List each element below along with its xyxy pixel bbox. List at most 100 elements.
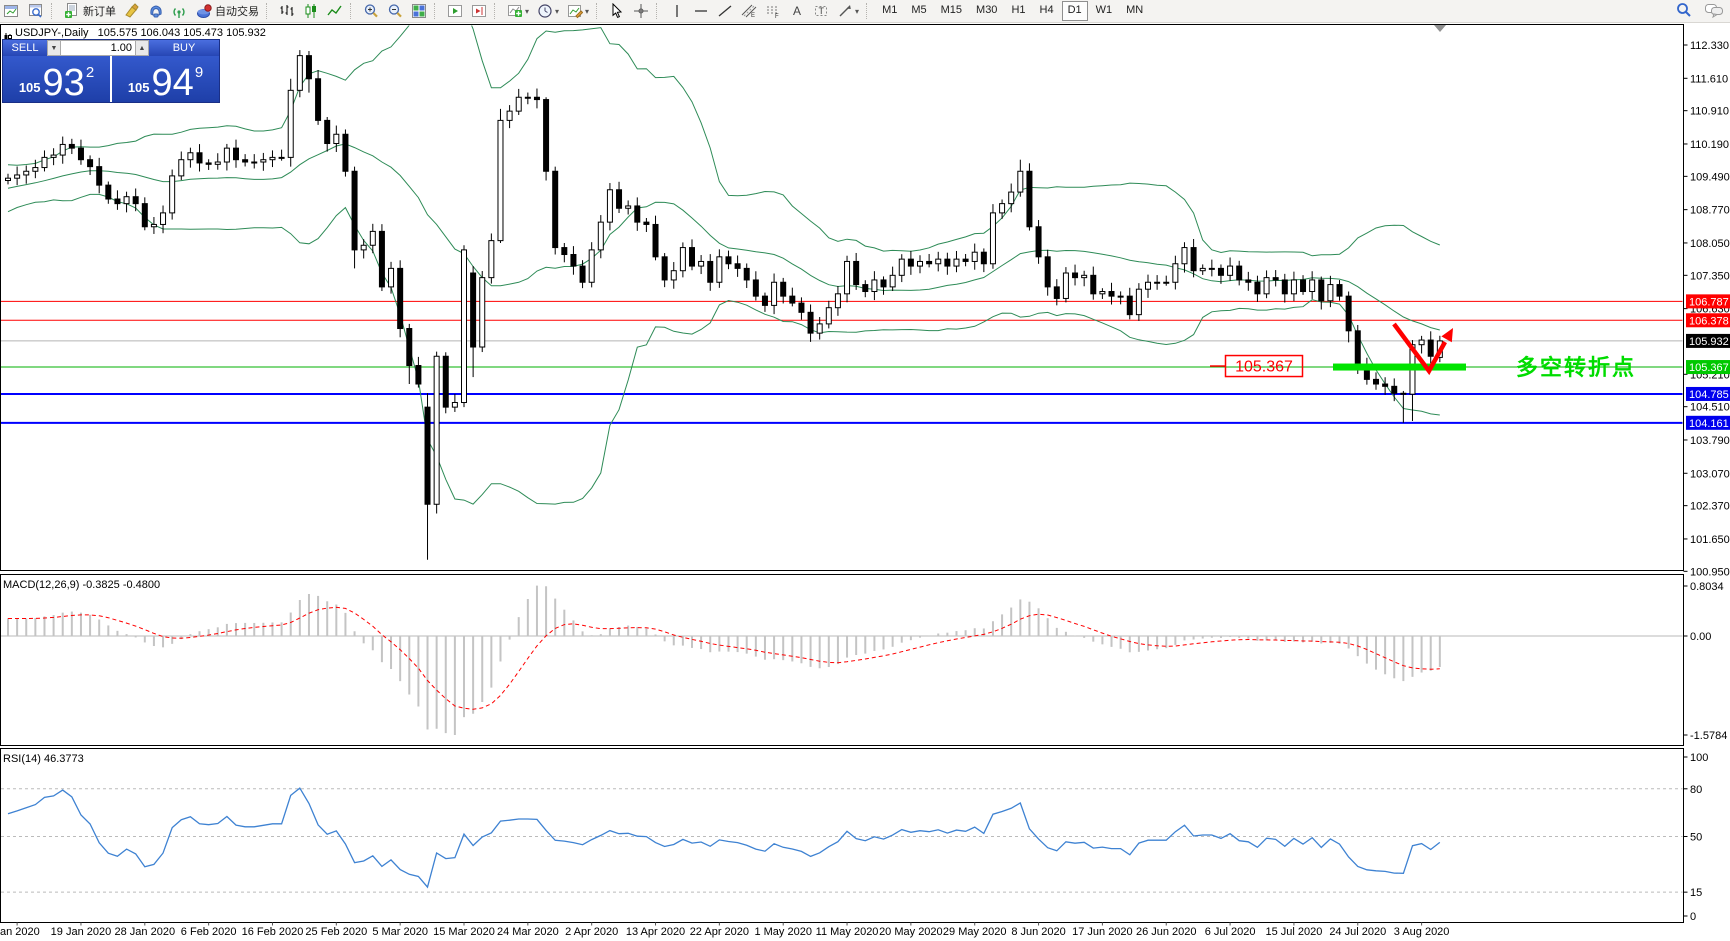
tab-timeframe-w1[interactable]: W1 <box>1095 4 1113 16</box>
bar-chart-button[interactable] <box>276 0 298 22</box>
candle-body <box>187 152 194 161</box>
toolbar-grip[interactable] <box>596 3 601 19</box>
volume-input[interactable] <box>61 40 135 56</box>
chart-ohlc-values: 105.575 106.043 105.473 105.932 <box>97 27 266 39</box>
price-tag-105.367[interactable] <box>1686 360 1730 375</box>
candle-body <box>360 244 367 251</box>
cursor-icon <box>609 3 625 19</box>
date-axis-label: 13 Apr 2020 <box>626 926 685 938</box>
search-button[interactable] <box>1676 2 1692 21</box>
rsi-axis-label: 100 <box>1690 752 1708 764</box>
auto-scroll-button[interactable] <box>444 0 466 22</box>
channel-button[interactable]: E <box>738 0 760 22</box>
volume-decrease-button[interactable]: ▼ <box>47 40 61 56</box>
price-tag-104.785[interactable] <box>1686 386 1730 401</box>
vertical-line-button[interactable] <box>666 0 688 22</box>
toolbar-grip[interactable] <box>350 3 355 19</box>
price-tag-106.378[interactable] <box>1686 313 1730 328</box>
candle-body <box>597 221 604 251</box>
toolbar-grip[interactable] <box>266 3 271 19</box>
toolbar-grip[interactable] <box>434 3 439 19</box>
tab-timeframe-m15[interactable]: M15 <box>940 4 963 16</box>
tile-windows-button[interactable] <box>408 0 430 22</box>
bollinger-lower-band <box>7 193 1440 505</box>
zoom-in-button[interactable] <box>360 0 382 22</box>
candle-body <box>643 221 650 225</box>
candle-body <box>907 258 914 267</box>
toolbar-grip[interactable] <box>866 3 871 19</box>
candle-body <box>935 258 942 265</box>
price-tag-105.932[interactable] <box>1686 333 1730 348</box>
candle-body <box>196 152 203 164</box>
toolbar-grip[interactable] <box>656 3 661 19</box>
candlestick-chart-button[interactable] <box>300 0 322 22</box>
text-label-button[interactable]: T <box>810 0 832 22</box>
candle-body <box>1072 272 1079 279</box>
buy-price-button[interactable]: 105 94 9 <box>112 56 219 102</box>
styler-button[interactable] <box>121 0 143 22</box>
support-zone-bar[interactable] <box>1333 363 1466 371</box>
reversal-arrow-head[interactable] <box>1441 328 1453 343</box>
candle-body <box>898 258 905 276</box>
tab-timeframe-h4[interactable]: H4 <box>1039 4 1054 16</box>
tab-timeframe-m1[interactable]: M1 <box>882 4 898 16</box>
reversal-arrow[interactable] <box>1392 322 1447 376</box>
sell-button[interactable]: SELL <box>3 40 47 56</box>
tab-timeframe-mn[interactable]: MN <box>1126 4 1144 16</box>
toolbar-grip[interactable] <box>494 3 499 19</box>
tab-timeframe-m5[interactable]: M5 <box>911 4 927 16</box>
time-axis-scale[interactable] <box>0 922 1684 941</box>
chat-button[interactable] <box>1704 2 1724 21</box>
cursor-button[interactable] <box>606 0 628 22</box>
price-tag-label: 104.161 <box>1689 418 1729 430</box>
candle-body <box>980 251 987 265</box>
price-axis-scale[interactable] <box>1684 24 1730 922</box>
candle-body <box>1099 291 1106 295</box>
templates-button[interactable]: ▾ <box>564 0 592 22</box>
signals-button[interactable] <box>169 0 191 22</box>
chart-shift-icon <box>471 3 487 19</box>
text-icon: A <box>789 3 805 19</box>
macd-axis-label: -1.5784 <box>1690 730 1727 742</box>
periods-button[interactable]: ▾ <box>534 0 562 22</box>
crosshair-button[interactable] <box>630 0 652 22</box>
chart-window-button[interactable] <box>1 0 23 22</box>
shapes-button[interactable]: ▾ <box>834 0 862 22</box>
trendline-button[interactable] <box>714 0 736 22</box>
candle-body <box>698 260 705 267</box>
sell-price-button[interactable]: 105 93 2 <box>3 56 112 102</box>
tab-timeframe-m30[interactable]: M30 <box>976 4 998 16</box>
fibonacci-button[interactable]: F <box>762 0 784 22</box>
indicators-button[interactable]: ▾ <box>504 0 532 22</box>
auto-scroll-icon <box>447 3 463 19</box>
toolbar-grip[interactable] <box>51 3 56 19</box>
new-order-button[interactable]: 新订单 <box>61 0 119 22</box>
horizontal-line-button[interactable] <box>690 0 712 22</box>
buy-button[interactable]: BUY <box>149 40 219 56</box>
chart-shift-button[interactable] <box>468 0 490 22</box>
line-chart-button[interactable] <box>324 0 346 22</box>
candle-body <box>1300 279 1307 293</box>
auto-trading-button[interactable]: 自动交易 <box>193 0 262 22</box>
price-tag-106.787[interactable] <box>1686 294 1730 309</box>
price-axis-label: 108.050 <box>1690 238 1730 250</box>
date-axis-label: 19 Jan 2020 <box>51 926 112 938</box>
price-axis-label: 109.490 <box>1690 171 1730 183</box>
candle-body <box>324 119 331 145</box>
chart-shift-marker[interactable] <box>1434 25 1446 32</box>
text-button[interactable]: A <box>786 0 808 22</box>
profiles-button[interactable] <box>25 0 47 22</box>
price-callout-box[interactable] <box>1224 354 1304 378</box>
tab-timeframe-h1[interactable]: H1 <box>1011 4 1026 16</box>
phone-trading-button[interactable] <box>145 0 167 22</box>
candle-body <box>260 159 267 163</box>
date-axis-label: 15 Mar 2020 <box>433 926 495 938</box>
candle-body <box>1081 274 1088 279</box>
zoom-out-button[interactable] <box>384 0 406 22</box>
volume-increase-button[interactable]: ▲ <box>135 40 149 56</box>
date-axis-label: 2 Apr 2020 <box>565 926 618 938</box>
price-tag-104.161[interactable] <box>1686 415 1730 430</box>
templates-caret-icon: ▾ <box>585 6 590 16</box>
tab-timeframe-d1[interactable]: D1 <box>1061 1 1088 21</box>
pivot-annotation-text[interactable]: 多空转折点 <box>1516 355 1636 380</box>
